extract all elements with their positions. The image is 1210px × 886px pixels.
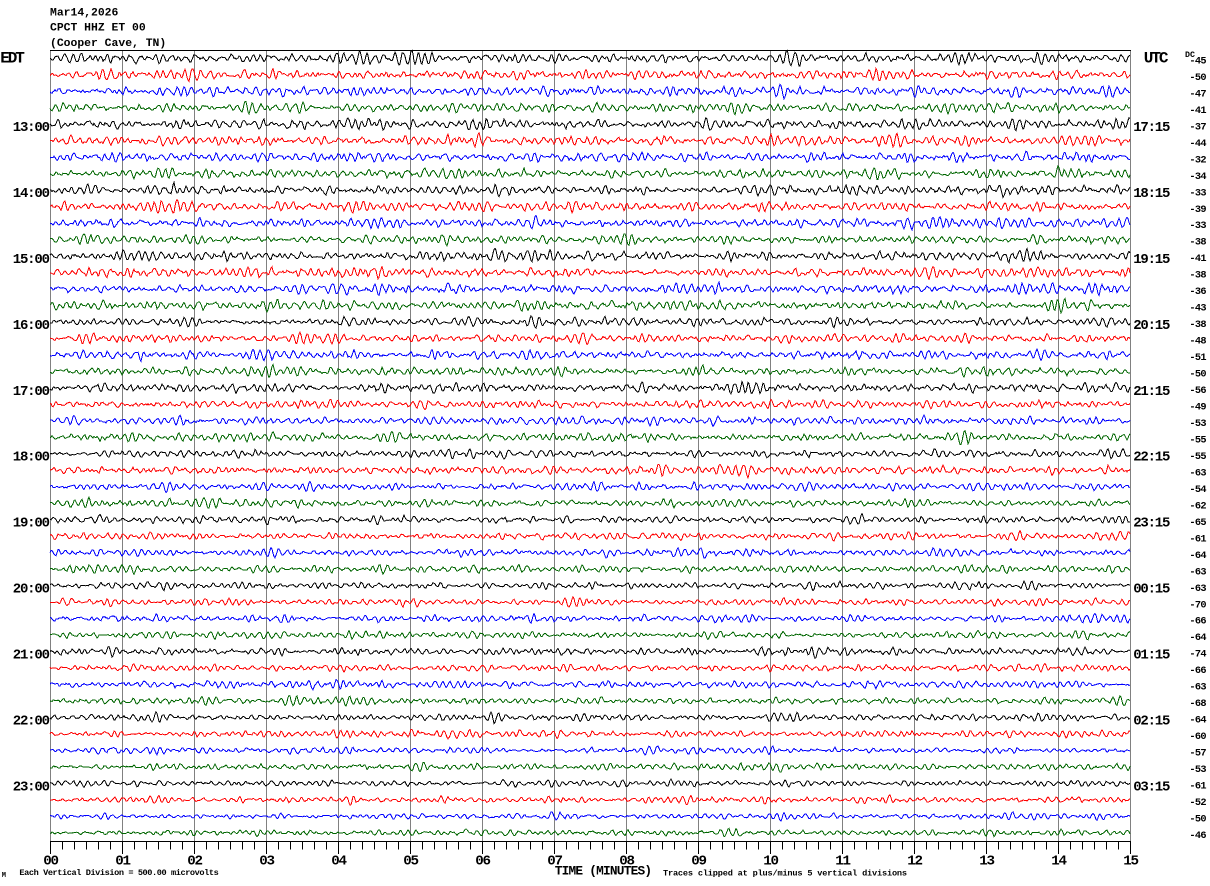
- svg-text:-38: -38: [1189, 319, 1206, 331]
- svg-text:21:00: 21:00: [13, 647, 50, 663]
- svg-text:-50: -50: [1189, 72, 1206, 84]
- svg-text:-33: -33: [1189, 187, 1206, 199]
- svg-text:-47: -47: [1189, 88, 1206, 100]
- svg-text:17:15: 17:15: [1133, 120, 1170, 136]
- svg-text:13:00: 13:00: [13, 120, 50, 136]
- svg-text:01:15: 01:15: [1133, 647, 1170, 663]
- svg-text:-74: -74: [1189, 649, 1206, 661]
- svg-text:-68: -68: [1189, 698, 1206, 710]
- svg-text:18:00: 18:00: [13, 450, 50, 466]
- svg-text:-36: -36: [1189, 286, 1206, 298]
- svg-text:-64: -64: [1189, 550, 1206, 562]
- svg-text:EDT: EDT: [0, 50, 25, 68]
- svg-text:06: 06: [475, 853, 490, 869]
- svg-text:(Cooper Cave, TN): (Cooper Cave, TN): [50, 38, 166, 50]
- svg-text:CPCT HHZ ET 00: CPCT HHZ ET 00: [50, 23, 146, 35]
- svg-text:14: 14: [1051, 853, 1067, 869]
- svg-text:-70: -70: [1189, 599, 1206, 611]
- svg-text:20:00: 20:00: [13, 582, 50, 598]
- svg-text:01: 01: [115, 853, 130, 869]
- svg-text:-64: -64: [1189, 715, 1206, 727]
- svg-text:19:00: 19:00: [13, 516, 50, 532]
- svg-text:02: 02: [187, 853, 202, 869]
- svg-text:-61: -61: [1189, 781, 1206, 793]
- svg-text:00:15: 00:15: [1133, 582, 1170, 598]
- svg-text:00: 00: [43, 853, 58, 869]
- svg-text:-60: -60: [1189, 731, 1206, 743]
- svg-text:14:00: 14:00: [13, 186, 50, 202]
- svg-text:17:00: 17:00: [13, 384, 50, 400]
- svg-text:-37: -37: [1189, 121, 1206, 133]
- svg-text:05: 05: [403, 853, 418, 869]
- svg-text:-51: -51: [1189, 352, 1206, 364]
- svg-text:10: 10: [763, 853, 778, 869]
- svg-text:-62: -62: [1189, 500, 1206, 512]
- svg-text:11: 11: [835, 853, 850, 869]
- svg-text:23:15: 23:15: [1133, 516, 1170, 532]
- svg-text:22:00: 22:00: [13, 713, 50, 729]
- svg-text:19:15: 19:15: [1133, 252, 1170, 268]
- svg-text:-49: -49: [1189, 402, 1206, 414]
- svg-text:-50: -50: [1189, 813, 1206, 825]
- svg-text:15: 15: [1123, 853, 1138, 869]
- svg-text:-33: -33: [1189, 220, 1206, 232]
- svg-text:-44: -44: [1189, 138, 1206, 150]
- svg-text:-55: -55: [1189, 451, 1206, 463]
- svg-text:-61: -61: [1189, 533, 1206, 545]
- svg-text:-39: -39: [1189, 204, 1206, 216]
- svg-text:M: M: [2, 872, 6, 880]
- svg-text:-45: -45: [1189, 55, 1206, 67]
- svg-text:-64: -64: [1189, 632, 1206, 644]
- svg-text:21:15: 21:15: [1133, 384, 1170, 400]
- svg-text:20:15: 20:15: [1133, 318, 1170, 334]
- svg-text:-56: -56: [1189, 385, 1206, 397]
- svg-text:02:15: 02:15: [1133, 713, 1170, 729]
- svg-text:-38: -38: [1189, 237, 1206, 249]
- svg-text:-32: -32: [1189, 154, 1206, 166]
- svg-text:-34: -34: [1189, 171, 1206, 183]
- svg-text:-50: -50: [1189, 369, 1206, 381]
- svg-text:09: 09: [691, 853, 706, 869]
- svg-text:-65: -65: [1189, 517, 1206, 529]
- svg-text:TIME (MINUTES): TIME (MINUTES): [555, 864, 652, 879]
- svg-text:-63: -63: [1189, 566, 1206, 578]
- svg-text:07: 07: [547, 853, 562, 869]
- svg-text:-54: -54: [1189, 484, 1206, 496]
- svg-text:-53: -53: [1189, 764, 1206, 776]
- svg-text:-52: -52: [1189, 797, 1206, 809]
- svg-text:Traces clipped at plus/minus 5: Traces clipped at plus/minus 5 vertical …: [663, 868, 907, 878]
- svg-text:UTC: UTC: [1144, 50, 1169, 68]
- svg-text:-48: -48: [1189, 336, 1206, 348]
- svg-text:-43: -43: [1189, 303, 1206, 315]
- svg-text:03: 03: [259, 853, 274, 869]
- svg-text:16:00: 16:00: [13, 318, 50, 334]
- svg-text:03:15: 03:15: [1133, 779, 1170, 795]
- svg-text:-53: -53: [1189, 418, 1206, 430]
- svg-text:-63: -63: [1189, 682, 1206, 694]
- svg-text:Each Vertical Division = 500.: Each Vertical Division = 500.00 microvol…: [19, 868, 218, 878]
- svg-text:04: 04: [331, 853, 347, 869]
- svg-text:-46: -46: [1189, 830, 1206, 842]
- svg-text:08: 08: [619, 853, 634, 869]
- svg-text:DC: DC: [1185, 51, 1195, 60]
- svg-text:-63: -63: [1189, 583, 1206, 595]
- svg-text:12: 12: [907, 853, 922, 869]
- svg-text:-66: -66: [1189, 665, 1206, 677]
- svg-text:-57: -57: [1189, 748, 1206, 760]
- svg-text:23:00: 23:00: [13, 779, 50, 795]
- svg-text:-55: -55: [1189, 434, 1206, 446]
- svg-text:-38: -38: [1189, 270, 1206, 282]
- svg-text:-66: -66: [1189, 616, 1206, 628]
- svg-text:15:00: 15:00: [13, 252, 50, 268]
- svg-text:22:15: 22:15: [1133, 450, 1170, 466]
- svg-text:-41: -41: [1189, 105, 1206, 117]
- svg-text:13: 13: [979, 853, 994, 869]
- svg-text:18:15: 18:15: [1133, 186, 1170, 202]
- svg-text:Mar14,2026: Mar14,2026: [50, 8, 119, 20]
- svg-text:-63: -63: [1189, 467, 1206, 479]
- svg-text:-41: -41: [1189, 253, 1206, 265]
